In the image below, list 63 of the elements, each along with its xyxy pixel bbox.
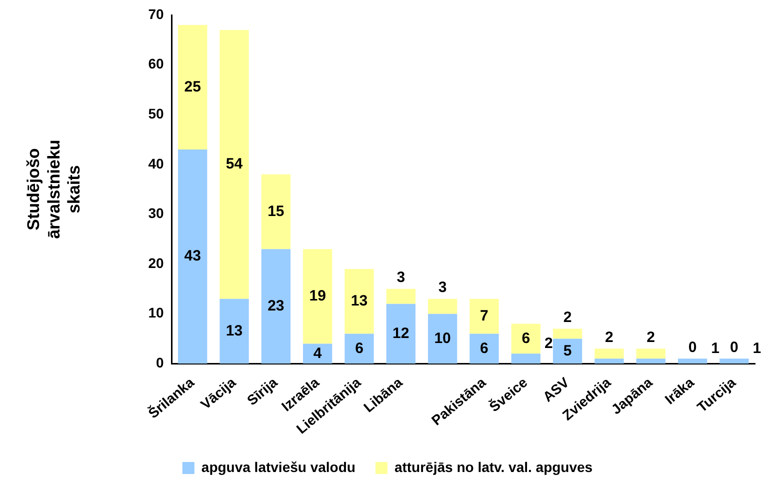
y-tick-label: 0 [156,354,164,370]
bar [344,269,374,334]
data-label: 2 [544,334,553,352]
bar [636,358,666,364]
data-label: 5 [563,342,572,360]
y-tick-label: 70 [148,6,164,22]
bar [261,174,290,250]
bar [386,288,416,304]
bar [552,328,582,339]
data-label: 0 [688,338,697,356]
data-label: 2 [563,308,572,326]
y-tick-label: 60 [148,56,164,72]
bar [636,348,666,359]
bar [428,314,458,364]
data-label: 3 [396,269,406,286]
data-label: 1 [752,340,762,357]
bar [594,348,624,359]
y-tick-label: 40 [148,155,164,172]
data-label: 13 [350,292,368,310]
y-tick-label: 30 [148,205,164,222]
bar [386,304,416,364]
y-tick-label: 10 [148,304,164,321]
data-label: 10 [434,330,451,347]
bar [220,30,249,299]
data-label: 13 [226,322,243,340]
legend-label: atturējās no latv. val. apguves [394,458,593,475]
data-label: 23 [268,297,284,314]
bar [178,149,208,364]
bar [552,338,582,364]
data-label: 6 [355,340,364,357]
data-label: 54 [226,156,244,173]
data-label: 6 [522,330,530,347]
bar [303,249,332,344]
y-axis-title: Studējošo ārvalstnieku skaits [24,140,84,239]
legend-label: apguva latviešu valodu [201,458,356,475]
bar [261,249,290,364]
data-label: 19 [309,288,326,305]
data-label: 0 [730,338,738,356]
bar [470,298,499,334]
data-label: 4 [313,344,322,362]
y-tick-label: 20 [148,254,164,271]
bar [511,354,540,364]
data-label: 43 [184,248,201,265]
bar [678,358,708,364]
data-label: 2 [646,328,656,346]
data-label: 7 [480,307,488,324]
bar [720,358,749,364]
bar [220,298,249,364]
bar [511,324,540,354]
data-label: 6 [480,340,488,357]
data-label: 3 [438,279,447,296]
y-tick-label: 50 [148,105,164,122]
data-label: 12 [392,324,410,342]
bar [303,344,332,364]
data-label: 2 [605,328,614,346]
data-label: 25 [184,78,201,96]
data-label: 15 [268,202,284,220]
data-label: 1 [711,340,720,357]
bar [344,334,374,364]
bar [428,298,458,314]
bar [178,24,208,150]
bar [470,334,499,364]
bar [594,358,624,364]
